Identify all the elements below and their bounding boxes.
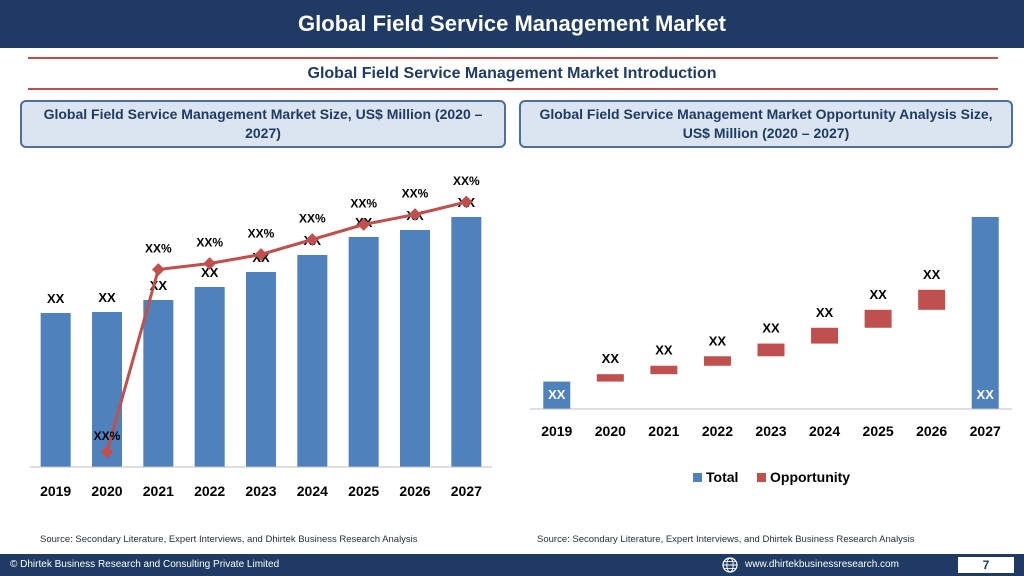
growth-point-2022 [203,257,217,270]
growth-point-2025 [357,218,371,231]
footer-bar: © Dhirtek Business Research and Consulti… [0,554,1024,576]
bar-2027 [451,217,482,467]
growth-label-2020: XX% [94,429,121,443]
growth-point-2027 [459,195,473,209]
opportunity-bar-2024 [811,327,839,344]
x-tick-2020: 2020 [595,423,626,439]
bar-2024 [297,255,328,467]
opportunity-label-2020: XX [602,351,620,366]
total-bar-2019 [543,381,571,409]
x-tick-2027: 2027 [970,423,1001,439]
left-chart-heading: Global Field Service Management Market S… [20,100,506,148]
right-chart-heading: Global Field Service Management Market O… [519,100,1013,148]
globe-icon [722,557,738,573]
copyright-text: © Dhirtek Business Research and Consulti… [10,559,280,570]
bar-label-2020: XX [98,290,116,305]
growth-point-2020 [100,445,114,459]
opportunity-bar-2022 [703,356,731,366]
opportunity-bar-2021 [650,365,678,375]
x-tick-2025: 2025 [348,483,379,499]
growth-point-2021 [151,263,165,276]
bar-2019 [40,313,71,467]
growth-label-2025: XX% [350,197,377,211]
legend-total-swatch [693,473,702,482]
bar-2022 [194,287,225,467]
bar-label-2022: XX [201,265,219,280]
opportunity-label-2021: XX [655,343,673,358]
growth-label-2023: XX% [248,227,275,241]
opportunity-label-2024: XX [816,305,834,320]
x-tick-2021: 2021 [143,483,174,499]
x-tick-2023: 2023 [245,483,276,499]
total-bar-2027 [971,216,999,409]
bar-label-2019: XX [47,291,65,306]
legend-opportunity-label: Opportunity [770,469,850,485]
x-tick-2022: 2022 [702,423,733,439]
bar-2021 [143,300,174,467]
growth-point-2026 [408,208,422,221]
opportunity-label-2022: XX [709,333,727,348]
x-tick-2027: 2027 [451,483,482,499]
opportunity-bar-2020 [596,374,624,382]
opportunity-label-2026: XX [923,267,941,282]
header-bar [0,0,1024,48]
x-tick-2021: 2021 [648,423,679,439]
growth-line [105,200,467,453]
bar-2020 [92,312,122,467]
bar-2025 [348,237,379,467]
x-tick-2024: 2024 [297,483,328,499]
growth-label-2027: XX% [453,174,480,188]
x-tick-2019: 2019 [541,423,572,439]
x-tick-2025: 2025 [863,423,894,439]
page-title: Global Field Service Management Market [298,11,726,36]
page-number: 7 [958,557,1014,573]
growth-label-2022: XX% [196,236,223,250]
x-tick-2026: 2026 [916,423,947,439]
growth-label-2026: XX% [402,187,429,201]
growth-label-2024: XX% [299,212,326,226]
total-label-2019: XX [548,387,566,402]
website-link[interactable]: www.dhirtekbusinessresearch.com [745,559,899,570]
growth-label-2021: XX% [145,242,172,256]
x-tick-2024: 2024 [809,423,840,439]
legend-opportunity-swatch [757,473,766,482]
x-tick-2026: 2026 [399,483,430,499]
opportunity-bar-2023 [757,343,785,357]
x-tick-2019: 2019 [40,483,71,499]
left-source-note: Source: Secondary Literature, Expert Int… [40,534,418,545]
x-tick-2022: 2022 [194,483,225,499]
opportunity-label-2025: XX [869,287,887,302]
bar-2026 [400,230,430,467]
right-source-note: Source: Secondary Literature, Expert Int… [537,534,915,545]
legend-total-label: Total [706,469,738,485]
x-tick-2020: 2020 [91,483,122,499]
total-label-2027: XX [977,387,995,402]
bar-2023 [246,272,276,467]
growth-point-2024 [305,233,319,246]
x-tick-2023: 2023 [755,423,786,439]
growth-point-2023 [254,248,268,261]
divider-bottom [28,88,998,90]
opportunity-label-2023: XX [762,321,780,336]
section-subtitle: Global Field Service Management Market I… [307,65,717,82]
opportunity-bar-2026 [918,289,946,310]
divider-top [28,57,998,59]
opportunity-bar-2025 [864,309,892,328]
